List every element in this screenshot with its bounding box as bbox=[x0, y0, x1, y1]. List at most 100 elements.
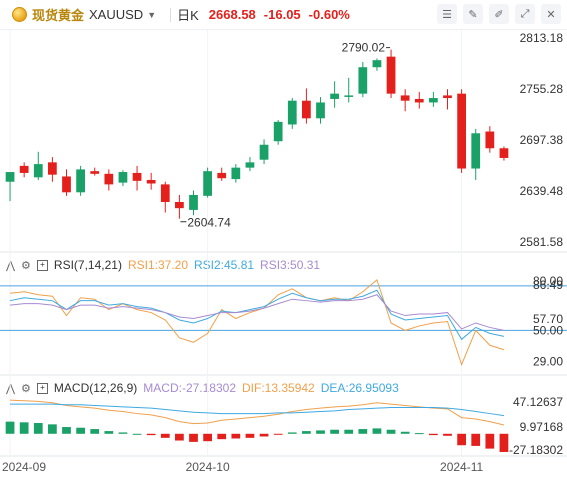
macd-histogram-bar bbox=[358, 429, 368, 434]
candle-body bbox=[344, 95, 354, 97]
macd-histogram-bar bbox=[485, 433, 495, 449]
time-axis-label: 2024-11 bbox=[440, 460, 483, 474]
gold-coin-icon bbox=[12, 7, 27, 22]
macd-histogram-bar bbox=[386, 429, 396, 434]
candle-body bbox=[217, 172, 227, 179]
candle-body bbox=[132, 172, 142, 181]
dif-value: DIF:13.35942 bbox=[242, 381, 315, 395]
macd-header: ⋀ ⚙ + MACD(12,26,9) MACD:-27.18302 DIF:1… bbox=[6, 381, 399, 395]
candle-body bbox=[189, 194, 198, 210]
symbol-code[interactable]: XAUUSD bbox=[89, 7, 144, 22]
macd-histogram-bar bbox=[429, 433, 438, 436]
rsi-label: RSI(7,14,21) bbox=[53, 258, 122, 272]
divider bbox=[170, 7, 172, 22]
candle-body bbox=[330, 93, 339, 99]
candle-body bbox=[5, 172, 15, 182]
macd-axis-label: 47.12637 bbox=[513, 395, 563, 409]
edit-pen-icon[interactable]: ✎ bbox=[463, 4, 483, 24]
macd-histogram-bar bbox=[471, 433, 481, 446]
rsi3-line bbox=[10, 294, 505, 331]
rsi1-line bbox=[10, 279, 505, 367]
macd-histogram-bar bbox=[146, 433, 156, 436]
rsi3-value: RSI3:50.31 bbox=[260, 258, 321, 272]
candle-body bbox=[104, 173, 114, 185]
macd-histogram-bar bbox=[316, 430, 325, 434]
rsi-axis-label: 57.70 bbox=[533, 312, 563, 326]
macd-dea-line bbox=[10, 403, 505, 417]
gear-icon[interactable]: ⚙ bbox=[21, 382, 31, 395]
candle-body bbox=[231, 167, 241, 180]
chart-grid bbox=[0, 30, 567, 457]
high-price-annotation: 2790.02 bbox=[342, 41, 386, 55]
price-axis-label: 2581.58 bbox=[520, 235, 564, 249]
instrument-header: 现货黄金 XAUUSD ▼ 日K 2668.58 -16.05 -0.60% ☰… bbox=[0, 0, 567, 30]
last-price: 2668.58 bbox=[208, 7, 256, 22]
macd-label: MACD(12,26,9) bbox=[53, 381, 138, 395]
candle-body bbox=[118, 172, 128, 183]
macd-histogram-bar bbox=[287, 432, 297, 434]
macd-axis-label: -27.18302 bbox=[509, 443, 563, 457]
fullscreen-icon[interactable]: ⤢ bbox=[515, 4, 535, 24]
instrument-name[interactable]: 现货黄金 bbox=[32, 8, 85, 23]
macd-histogram-bar bbox=[160, 433, 170, 438]
candle-body bbox=[48, 162, 57, 175]
low-price-annotation: 2604.74 bbox=[187, 216, 231, 230]
macd-histogram-bar bbox=[302, 431, 311, 434]
macd-histogram-bar bbox=[48, 424, 57, 434]
macd-histogram-bar bbox=[330, 429, 339, 434]
price-axis: 2813.18 2755.28 2697.38 2639.48 2581.58 bbox=[520, 31, 564, 249]
rsi-axis-label: 86.49 bbox=[533, 278, 563, 292]
candle-body bbox=[443, 95, 452, 99]
macd-histogram-bar bbox=[400, 431, 410, 434]
macd-histogram-bar bbox=[189, 433, 198, 442]
drawing-tools-icon[interactable]: ✐ bbox=[489, 4, 509, 24]
settings-sliders-icon[interactable]: ☰ bbox=[437, 4, 457, 24]
candle-body bbox=[414, 98, 424, 103]
candle-body bbox=[245, 162, 255, 168]
rsi-axis-label: 50.00 bbox=[533, 323, 563, 337]
price-change: -16.05 bbox=[263, 7, 301, 22]
macd-histogram-bar bbox=[90, 429, 100, 434]
macd-histogram-bar bbox=[33, 423, 43, 434]
time-axis-label: 2024-10 bbox=[186, 460, 230, 474]
close-icon[interactable]: ✕ bbox=[541, 4, 561, 24]
toolbar: ☰ ✎ ✐ ⤢ ✕ bbox=[437, 4, 561, 24]
gear-icon[interactable]: ⚙ bbox=[21, 259, 31, 272]
macd-histogram-bar bbox=[443, 433, 452, 436]
macd-histogram-bar bbox=[499, 433, 509, 452]
macd-histogram-bar bbox=[273, 433, 283, 435]
chevron-down-icon[interactable]: ▼ bbox=[147, 9, 157, 20]
candle-body bbox=[471, 133, 481, 169]
price-change-percent: -0.60% bbox=[308, 7, 350, 22]
kline-chart[interactable]: 2790.02 2604.74 2813.18 2755.28 2697.38 2639… bbox=[0, 30, 567, 478]
macd-histogram-bar bbox=[175, 433, 184, 441]
candle-body bbox=[175, 201, 184, 209]
macd-histogram-bar bbox=[231, 433, 241, 439]
rsi-axis-label: 29.00 bbox=[533, 355, 563, 369]
macd-histogram-bar bbox=[104, 431, 114, 434]
macd-panel: 47.12637 9.97168 -27.18302 bbox=[5, 395, 563, 457]
macd-histogram-bar bbox=[372, 428, 382, 434]
time-axis: 2024-09 2024-10 2024-11 bbox=[2, 460, 484, 474]
candle-body bbox=[457, 93, 466, 169]
macd-histogram-bar bbox=[457, 433, 466, 446]
candle-body bbox=[19, 165, 29, 173]
candle-body bbox=[429, 98, 438, 103]
candle-body bbox=[358, 67, 368, 94]
candle-body bbox=[33, 164, 43, 178]
price-axis-label: 2755.28 bbox=[520, 82, 564, 96]
macd-histogram-bar bbox=[62, 427, 71, 434]
macd-histogram-bar bbox=[259, 433, 269, 437]
period-selector[interactable]: 日K bbox=[177, 8, 199, 23]
expand-box-icon[interactable]: + bbox=[36, 382, 48, 394]
candle-body bbox=[316, 102, 325, 119]
rsi1-value: RSI1:37.20 bbox=[127, 258, 188, 272]
rsi2-line bbox=[9, 289, 505, 341]
macd-dif-line bbox=[10, 399, 505, 426]
expand-box-icon[interactable]: + bbox=[36, 259, 48, 271]
price-axis-label: 2639.48 bbox=[520, 184, 564, 198]
candle-body bbox=[302, 100, 311, 119]
macd-histogram-bar bbox=[203, 433, 212, 442]
macd-histogram-bar bbox=[5, 421, 15, 434]
